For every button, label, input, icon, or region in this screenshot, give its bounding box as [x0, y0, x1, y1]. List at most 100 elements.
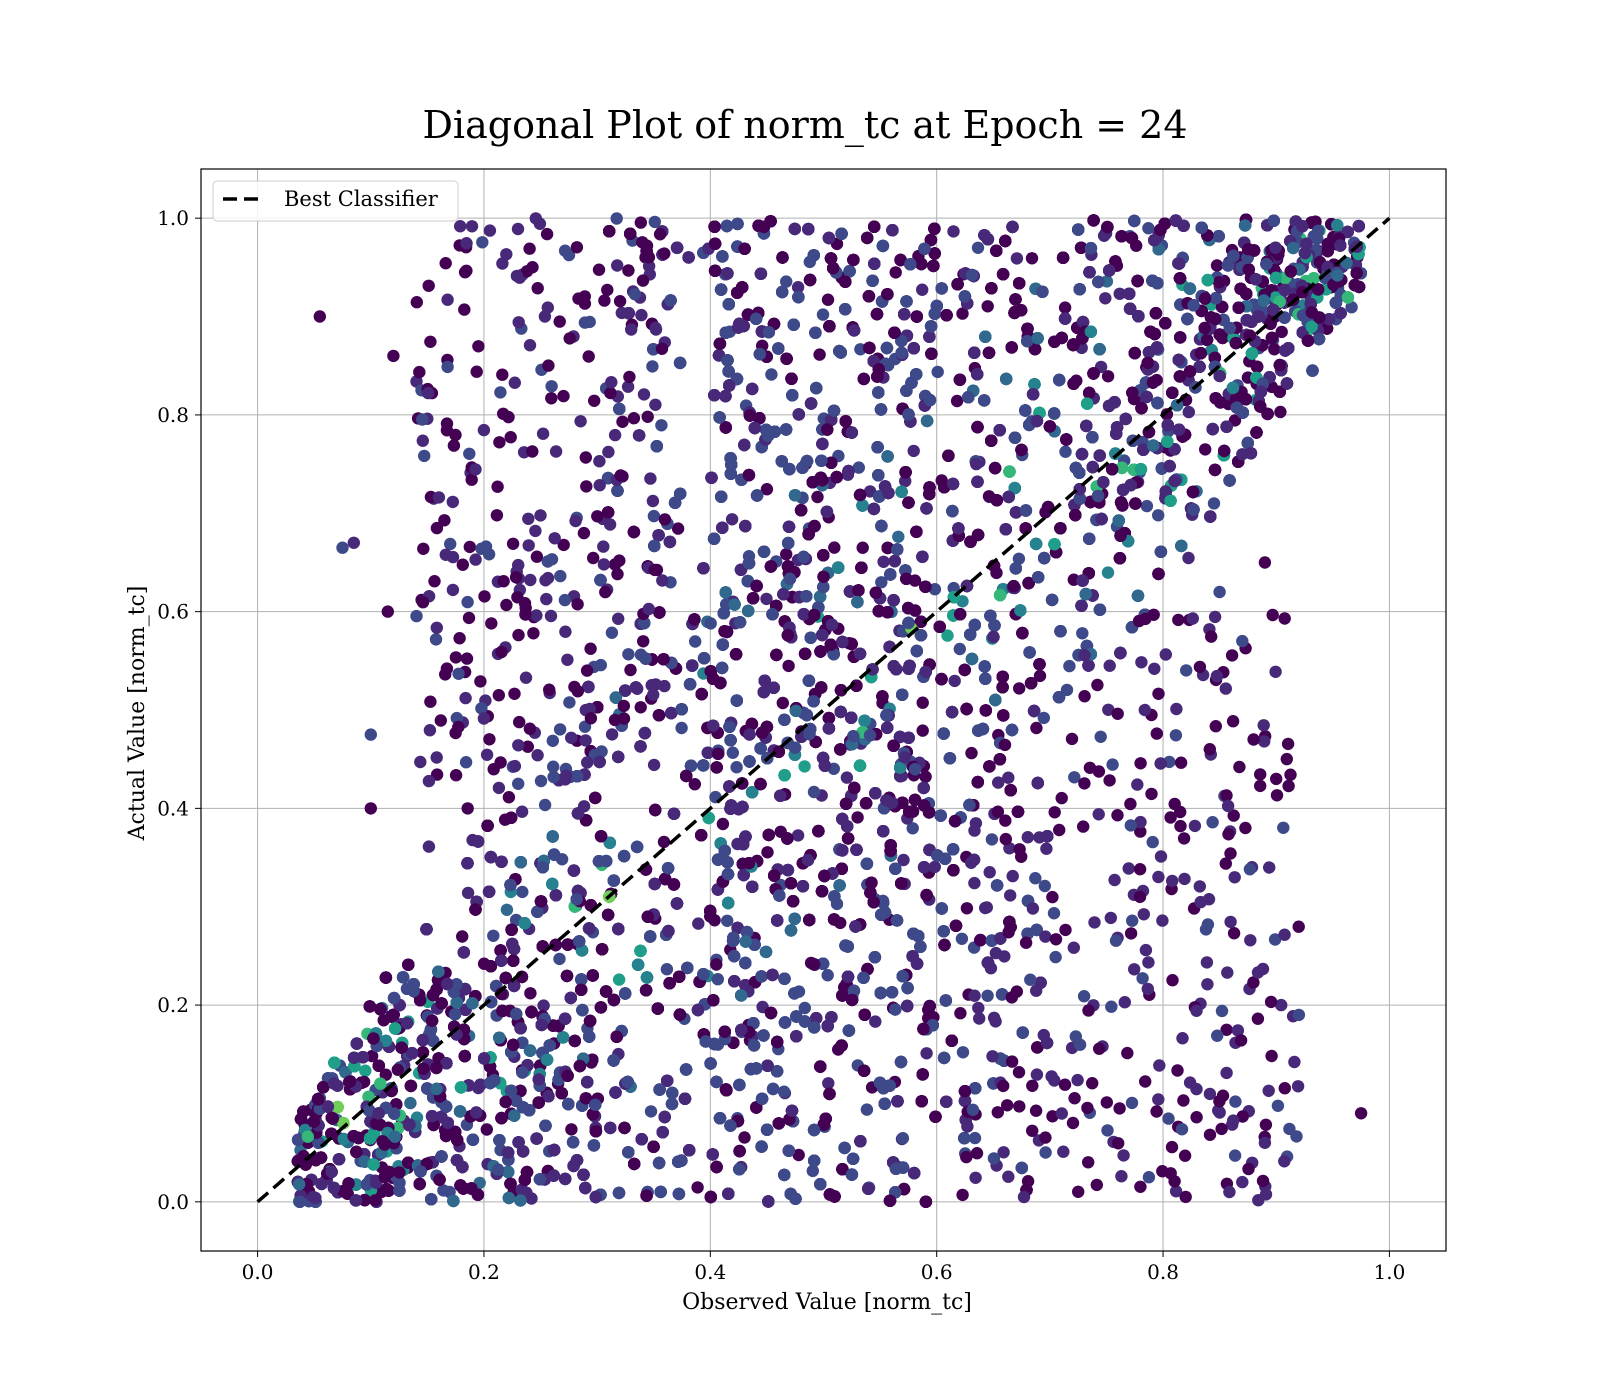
scatter-point [956, 307, 969, 320]
scatter-point [675, 721, 688, 735]
scatter-point [765, 368, 778, 381]
scatter-point [657, 835, 671, 849]
scatter-point [828, 541, 841, 554]
scatter-point [1012, 552, 1026, 565]
scatter-point [365, 1049, 379, 1063]
scatter-point [897, 853, 910, 867]
scatter-point [821, 293, 835, 306]
scatter-point [1029, 1104, 1043, 1117]
scatter-point [1274, 405, 1287, 419]
scatter-point [710, 958, 723, 971]
scatter-point [553, 952, 566, 966]
scatter-point [487, 929, 500, 942]
scatter-point [916, 724, 929, 737]
scatter-point [565, 1123, 578, 1136]
scatter-point [1025, 252, 1039, 265]
scatter-point [941, 629, 954, 642]
scatter-point [1152, 509, 1165, 522]
scatter-point [906, 822, 919, 835]
scatter-point [947, 581, 960, 595]
scatter-point [892, 530, 905, 543]
scatter-point [391, 1063, 404, 1077]
scatter-point [1275, 325, 1288, 339]
scatter-point [721, 914, 734, 927]
scatter-point [931, 365, 944, 379]
scatter-point [981, 300, 994, 313]
scatter-point [1010, 252, 1024, 265]
scatter-point [822, 1077, 835, 1090]
scatter-point [1013, 682, 1026, 695]
scatter-point [954, 1007, 967, 1020]
scatter-point [1142, 222, 1155, 235]
scatter-point [738, 1131, 751, 1144]
scatter-point [404, 1096, 417, 1110]
scatter-point [711, 973, 724, 986]
scatter-point [1113, 287, 1126, 300]
scatter-point [1345, 301, 1358, 314]
scatter-point [851, 811, 864, 824]
scatter-point [716, 817, 730, 831]
scatter-point [863, 485, 877, 498]
scatter-point [1268, 343, 1281, 356]
scatter-point [791, 281, 805, 294]
scatter-point [647, 509, 661, 523]
scatter-point [761, 846, 774, 859]
scatter-point [968, 1131, 982, 1145]
scatter-point [1241, 371, 1255, 384]
scatter-point [928, 583, 942, 596]
scatter-point [877, 555, 890, 568]
scatter-point [806, 1164, 819, 1178]
scatter-point [516, 885, 529, 899]
scatter-point [782, 659, 795, 673]
scatter-point [692, 917, 705, 930]
scatter-point [948, 674, 961, 688]
scatter-point [889, 266, 902, 279]
scatter-point [660, 963, 674, 976]
scatter-point [777, 1085, 791, 1098]
scatter-points [291, 212, 1368, 1209]
scatter-point [644, 1105, 658, 1118]
scatter-point [1140, 499, 1154, 513]
scatter-point [1182, 405, 1196, 419]
scatter-point [730, 761, 743, 774]
scatter-point [689, 635, 702, 648]
scatter-point [379, 1068, 392, 1081]
scatter-point [461, 886, 475, 900]
scatter-point [811, 490, 824, 504]
scatter-point [1058, 301, 1072, 314]
scatter-point [916, 696, 929, 709]
scatter-point [928, 860, 941, 874]
scatter-point [896, 1132, 910, 1145]
scatter-point [916, 283, 929, 296]
scatter-point [1199, 443, 1212, 456]
scatter-point [524, 987, 537, 1000]
scatter-point [726, 746, 739, 759]
scatter-point [807, 785, 821, 799]
scatter-point [907, 444, 920, 458]
scatter-point [813, 348, 826, 361]
scatter-point [798, 760, 811, 773]
scatter-point [704, 617, 717, 630]
scatter-point [725, 513, 739, 526]
scatter-point [691, 1181, 704, 1194]
scatter-point [612, 973, 626, 986]
scatter-point [760, 483, 774, 496]
scatter-point [1210, 259, 1224, 272]
scatter-point [798, 1001, 811, 1015]
scatter-point [1076, 627, 1089, 640]
scatter-point [856, 541, 869, 554]
scatter-point [671, 522, 685, 535]
scatter-point [860, 1103, 874, 1116]
scatter-point [1182, 551, 1195, 565]
scatter-point [537, 999, 550, 1012]
scatter-point [1099, 292, 1112, 305]
scatter-point [456, 930, 469, 943]
scatter-point [899, 474, 912, 488]
scatter-point [840, 771, 854, 784]
scatter-point [780, 548, 793, 561]
scatter-point [605, 728, 619, 741]
scatter-point [688, 778, 701, 791]
chart-title: Diagonal Plot of norm_tc at Epoch = 24 [422, 103, 1187, 148]
